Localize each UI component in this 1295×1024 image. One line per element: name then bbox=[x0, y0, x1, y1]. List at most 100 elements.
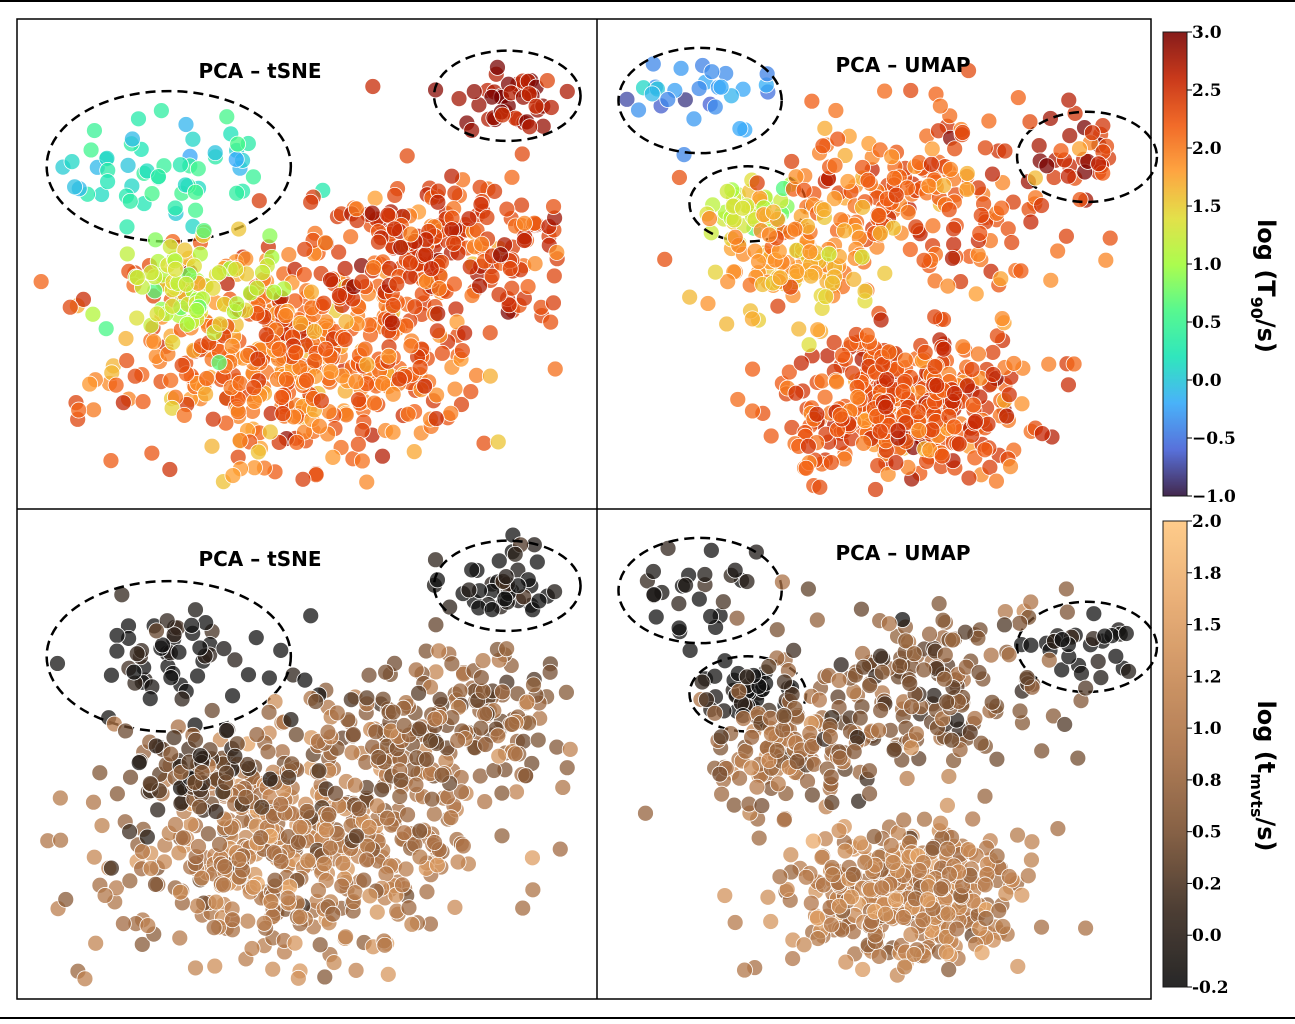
scatter-point bbox=[712, 728, 730, 746]
highlight-ellipse bbox=[432, 49, 582, 143]
scatter-point bbox=[718, 315, 736, 333]
scatter-point bbox=[272, 795, 290, 813]
scatter-point bbox=[895, 811, 913, 829]
scatter-point bbox=[750, 253, 767, 271]
scatter-point bbox=[876, 82, 894, 100]
scatter-point bbox=[333, 877, 351, 895]
scatter-point bbox=[255, 914, 273, 932]
scatter-point bbox=[896, 351, 914, 369]
scatter-point bbox=[984, 344, 1002, 361]
scatter-point bbox=[871, 423, 889, 440]
scatter-point bbox=[117, 330, 135, 347]
scatter-point bbox=[317, 234, 334, 252]
scatter-point bbox=[191, 798, 208, 816]
scatter-point bbox=[937, 943, 955, 961]
scatter-point bbox=[787, 168, 805, 186]
scatter-point bbox=[400, 899, 418, 917]
scatter-point bbox=[945, 418, 963, 436]
scatter-point bbox=[411, 359, 429, 376]
scatter-point bbox=[418, 883, 436, 901]
scatter-point bbox=[215, 640, 233, 658]
scatter-point bbox=[224, 687, 241, 705]
scatter-point bbox=[75, 290, 92, 308]
scatter-point bbox=[519, 278, 537, 295]
scatter-point bbox=[431, 690, 449, 708]
highlight-ellipse bbox=[1015, 600, 1159, 694]
scatter-point bbox=[916, 810, 933, 828]
scatter-point bbox=[891, 657, 909, 675]
scatter-panel-bottom-left bbox=[39, 526, 582, 988]
scatter-point bbox=[475, 434, 493, 452]
scatter-point bbox=[218, 722, 235, 740]
scatter-point bbox=[245, 379, 263, 397]
scatter-point bbox=[738, 668, 756, 686]
scatter-point bbox=[398, 147, 416, 165]
scatter-point bbox=[506, 545, 524, 563]
scatter-point bbox=[317, 821, 335, 839]
scatter-point bbox=[246, 459, 263, 477]
scatter-point bbox=[311, 417, 328, 435]
scatter-point bbox=[945, 235, 963, 253]
scatter-point bbox=[158, 612, 176, 630]
scatter-point bbox=[878, 371, 896, 388]
scatter-point bbox=[224, 911, 241, 929]
scatter-point bbox=[879, 466, 897, 483]
scatter-point bbox=[786, 220, 804, 238]
scatter-point bbox=[302, 607, 320, 625]
scatter-point bbox=[492, 246, 509, 264]
scatter-point bbox=[410, 720, 428, 738]
colorbar-tick-label: 1.8 bbox=[1192, 564, 1222, 584]
scatter-point bbox=[887, 186, 905, 204]
scatter-point bbox=[356, 340, 374, 358]
scatter-point bbox=[51, 789, 69, 807]
scatter-point bbox=[844, 364, 861, 382]
scatter-panel-top-right bbox=[617, 46, 1159, 498]
scatter-point bbox=[716, 887, 734, 904]
scatter-point bbox=[473, 235, 491, 253]
scatter-point bbox=[454, 837, 472, 855]
scatter-point bbox=[885, 741, 903, 759]
scatter-point bbox=[854, 198, 871, 216]
scatter-point bbox=[872, 702, 890, 719]
scatter-point bbox=[426, 710, 444, 728]
scatter-point bbox=[184, 130, 202, 148]
scatter-point bbox=[1061, 127, 1079, 145]
scatter-point bbox=[768, 742, 786, 759]
scatter-point bbox=[546, 583, 563, 601]
scatter-point bbox=[49, 655, 66, 672]
scatter-point bbox=[728, 609, 746, 627]
scatter-point bbox=[836, 222, 853, 240]
scatter-point bbox=[280, 246, 298, 264]
scatter-point bbox=[139, 917, 157, 935]
scatter-point bbox=[70, 401, 88, 419]
scatter-point bbox=[199, 825, 217, 843]
scatter-point bbox=[358, 473, 376, 491]
scatter-point bbox=[630, 101, 647, 119]
scatter-point bbox=[726, 914, 744, 931]
scatter-point bbox=[1019, 867, 1037, 885]
scatter-point bbox=[391, 788, 409, 805]
scatter-point bbox=[446, 898, 464, 916]
scatter-point bbox=[364, 78, 382, 95]
scatter-point bbox=[1003, 234, 1021, 251]
scatter-point bbox=[916, 343, 934, 361]
scatter-point bbox=[161, 461, 179, 478]
scatter-point bbox=[442, 404, 460, 422]
scatter-point bbox=[422, 732, 439, 750]
scatter-point bbox=[760, 226, 778, 244]
scatter-point bbox=[859, 171, 877, 189]
scatter-point bbox=[319, 723, 337, 741]
scatter-point bbox=[827, 102, 845, 119]
scatter-point bbox=[940, 201, 958, 219]
scatter-point bbox=[427, 663, 445, 681]
scatter-point bbox=[147, 231, 164, 249]
scatter-point bbox=[298, 802, 316, 820]
scatter-point bbox=[368, 797, 386, 815]
scatter-point bbox=[261, 423, 279, 441]
scatter-point bbox=[361, 887, 379, 905]
scatter-point bbox=[377, 663, 395, 681]
scatter-point bbox=[227, 260, 245, 278]
scatter-point bbox=[994, 918, 1012, 935]
scatter-point bbox=[296, 671, 314, 689]
scatter-point bbox=[392, 239, 410, 256]
